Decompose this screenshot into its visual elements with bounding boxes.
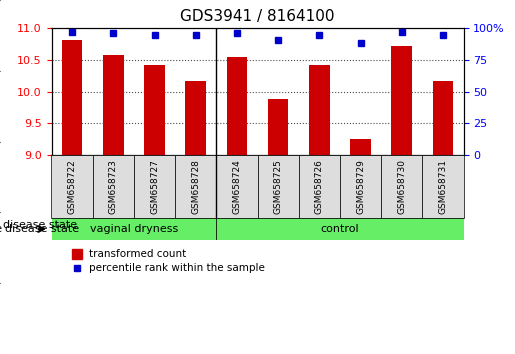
Bar [433,81,453,155]
Bar [103,55,124,155]
Text: GSM658724: GSM658724 [232,159,242,214]
Text: GSM658730: GSM658730 [397,159,406,214]
Text: disease state: disease state [0,224,2,234]
Bar [185,81,206,155]
FancyBboxPatch shape [52,155,93,218]
Text: GSM658731: GSM658731 [438,159,448,214]
FancyBboxPatch shape [299,155,340,218]
Text: GSM658722: GSM658722 [67,159,77,214]
Bar [72,249,82,259]
Text: GSM658729: GSM658729 [356,159,365,214]
FancyBboxPatch shape [258,155,299,218]
FancyBboxPatch shape [422,155,464,218]
Text: GSM658723: GSM658723 [109,159,118,214]
FancyBboxPatch shape [93,155,134,218]
Title: GDS3941 / 8164100: GDS3941 / 8164100 [180,9,335,24]
Bar [227,57,247,155]
Text: disease state: disease state [5,224,83,234]
FancyBboxPatch shape [216,155,258,218]
Text: disease state: disease state [3,220,77,230]
FancyBboxPatch shape [52,218,216,240]
Text: GSM658728: GSM658728 [191,159,200,214]
Bar [268,99,288,155]
Text: transformed count: transformed count [89,249,186,259]
FancyBboxPatch shape [216,218,464,240]
FancyBboxPatch shape [134,155,175,218]
Text: GSM658725: GSM658725 [273,159,283,214]
FancyBboxPatch shape [381,155,422,218]
Bar [350,139,371,155]
Text: vaginal dryness: vaginal dryness [90,224,178,234]
Text: control: control [320,224,359,234]
Text: GSM658726: GSM658726 [315,159,324,214]
Bar [309,65,330,155]
FancyBboxPatch shape [175,155,216,218]
Text: percentile rank within the sample: percentile rank within the sample [89,263,265,273]
Text: GSM658727: GSM658727 [150,159,159,214]
Bar [391,46,412,155]
Bar [62,40,82,155]
Bar [144,65,165,155]
FancyBboxPatch shape [340,155,381,218]
